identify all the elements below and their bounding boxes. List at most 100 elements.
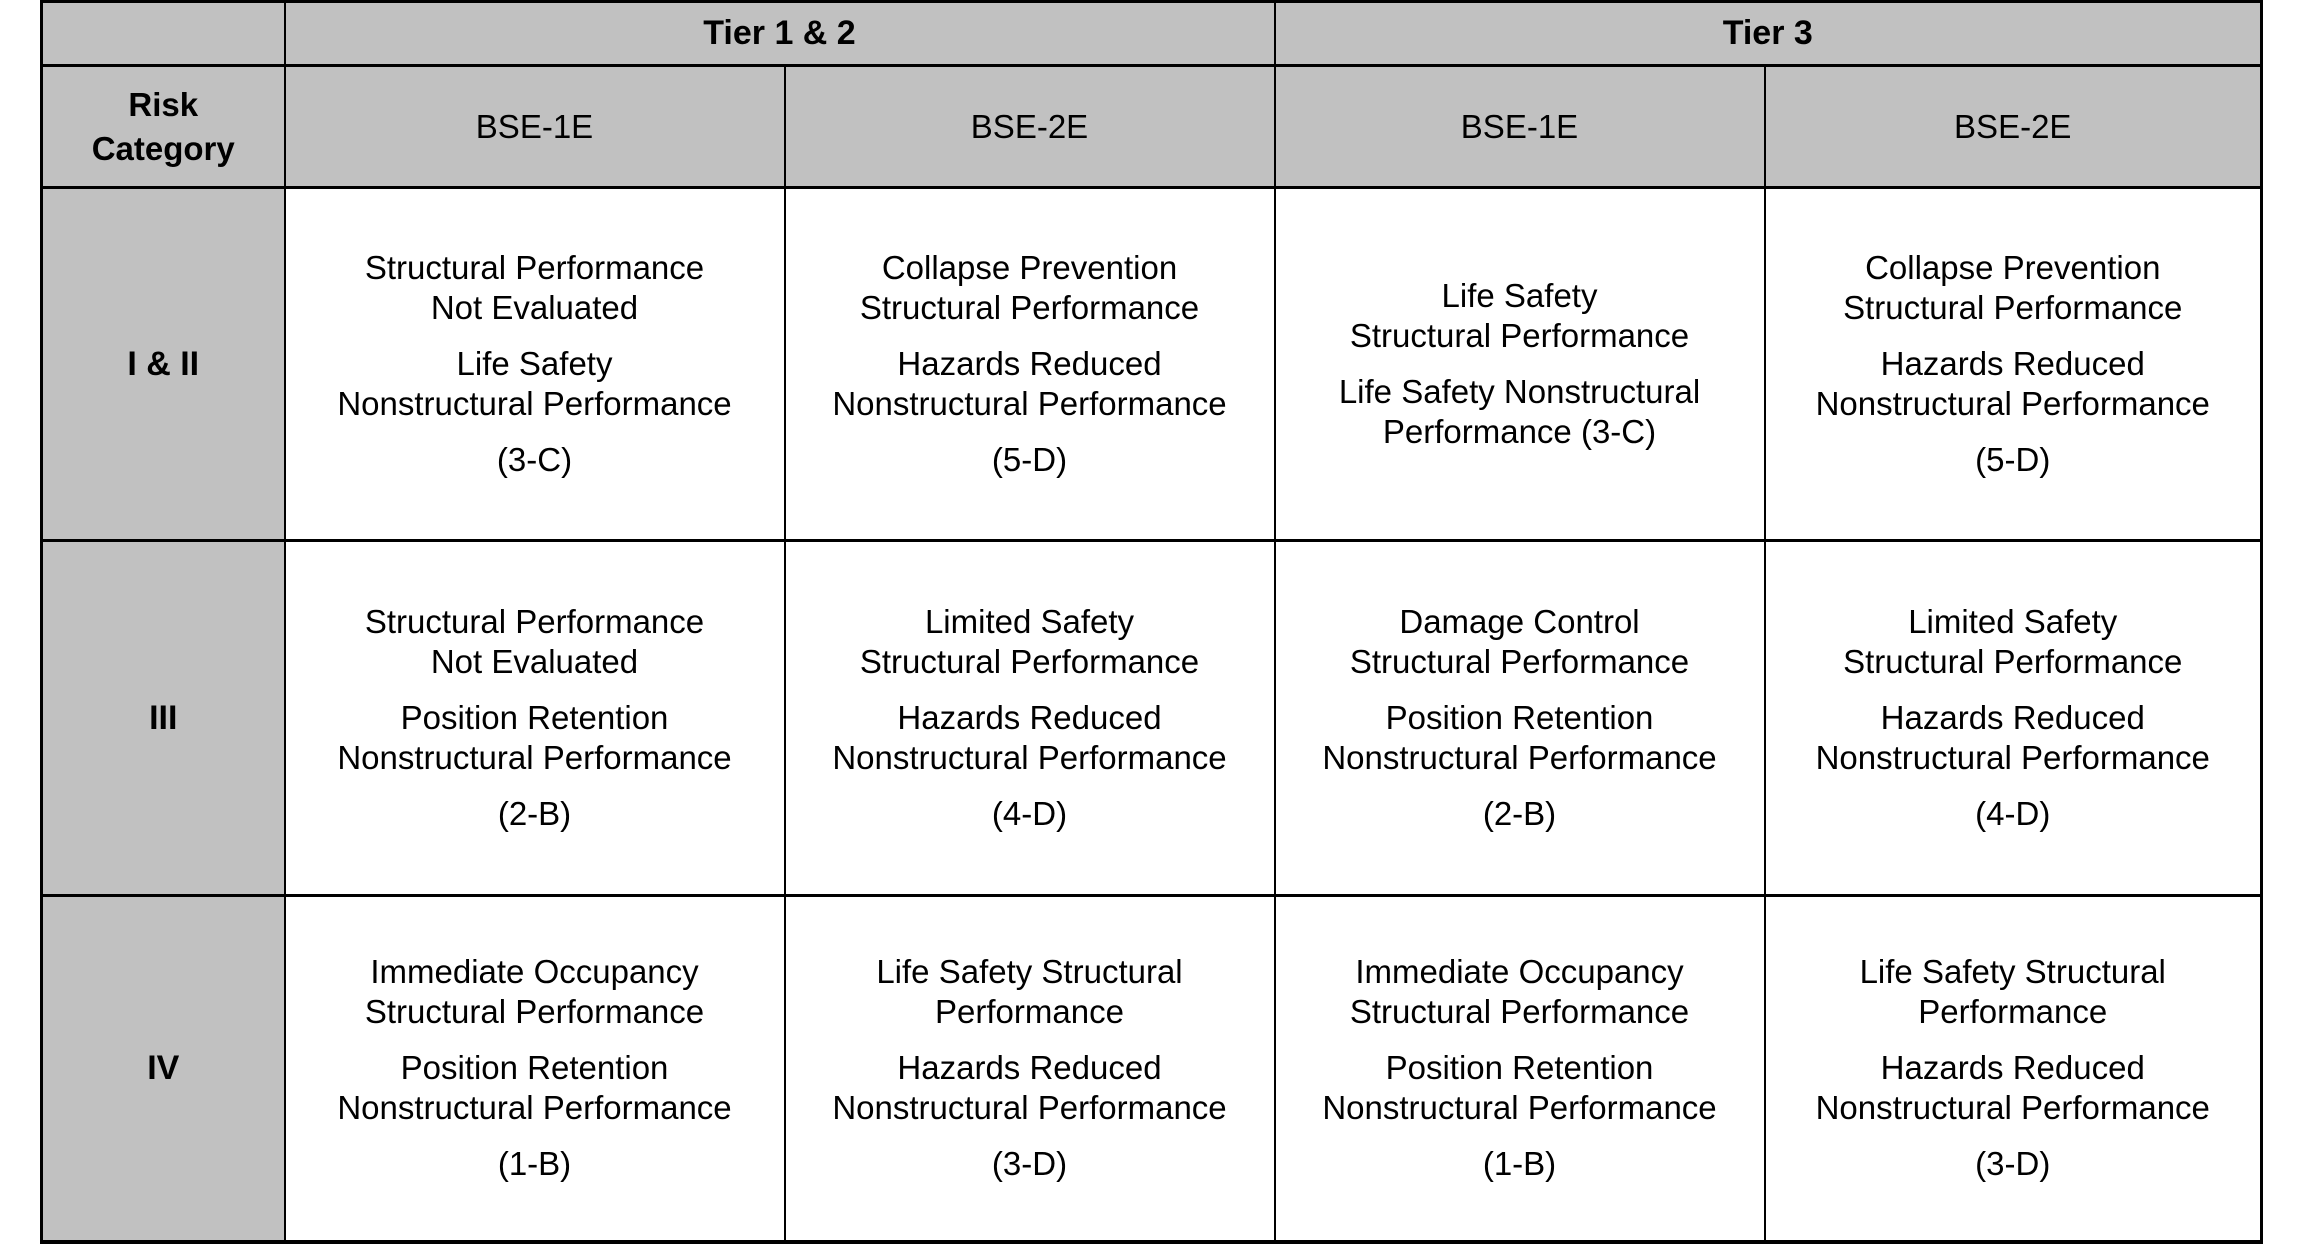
performance-objectives-table: Tier 1 & 2 Tier 3 Risk Category BSE-1E B… (40, 0, 2263, 1244)
objective-cell: Life Safety Structural Performance Life Sa… (1273, 186, 1766, 542)
objective-line: Hazards Reduced (1880, 345, 2145, 382)
objective-line: Performance (935, 993, 1124, 1031)
objective-line: Nonstructural Performance (337, 1089, 732, 1127)
objective-line: Performance (1918, 993, 2108, 1031)
objective-line: Life Safety Structural (1859, 953, 2166, 991)
objective-line: Hazards Reduced (1880, 699, 2145, 736)
objective-paragraph: Immediate Occupancy Structural Performanc… (1276, 952, 1764, 1032)
objective-line: (1-B) (1482, 1145, 1557, 1183)
objective-line: Nonstructural Performance (1322, 739, 1717, 776)
objective-line: (3-D) (1975, 1145, 2051, 1183)
objective-line: Hazards Reduced (897, 1049, 1162, 1087)
objective-paragraph: Position Retention Nonstructural Performa… (286, 698, 784, 778)
objective-line: Hazards Reduced (897, 345, 1162, 382)
hazard-level-header-t12-bse1e: BSE-1E (283, 64, 786, 189)
objective-line: (4-D) (1975, 795, 2051, 832)
objective-line: Performance (3-C) (1382, 413, 1657, 450)
objective-paragraph: Limited Safety Structural Performance (1766, 602, 2261, 682)
objective-line: Not Evaluated (430, 643, 639, 680)
objective-line: (2-B) (1482, 795, 1557, 832)
objective-paragraph: Hazards Reduced Nonstructural Performance (786, 344, 1274, 424)
objective-paragraph: (2-B) (286, 794, 784, 834)
objective-line: Position Retention (400, 1049, 669, 1087)
objective-paragraph: Position Retention Nonstructural Performa… (1276, 698, 1764, 778)
objective-paragraph: Life Safety Nonstructural Performance (286, 344, 784, 424)
tier-group-header-tier-3: Tier 3 (1273, 0, 2263, 67)
objective-paragraph: (4-D) (786, 794, 1274, 834)
objective-line: Nonstructural Performance (337, 739, 732, 776)
objective-cell: Immediate Occupancy Structural Performanc… (1273, 894, 1766, 1243)
objective-paragraph: (3-C) (286, 440, 784, 480)
objective-line: Structural Performance (1843, 643, 2183, 680)
objective-paragraph: Hazards Reduced Nonstructural Performance (786, 698, 1274, 778)
objective-cell: Life Safety Structural Performance Hazards… (1763, 894, 2263, 1243)
objective-paragraph: Structural Performance Not Evaluated (286, 602, 784, 682)
table-row: III Structural Performance Not Evaluated Po… (40, 539, 2263, 897)
tier-group-header-tier-1-2: Tier 1 & 2 (283, 0, 1276, 67)
hazard-level-header-t3-bse2e: BSE-2E (1763, 64, 2263, 189)
objective-line: Structural Performance (364, 603, 705, 640)
objective-paragraph: (3-D) (786, 1144, 1274, 1184)
risk-category-cell: IV (40, 894, 286, 1243)
objective-paragraph: Hazards Reduced Nonstructural Performance (1766, 698, 2261, 778)
objective-line: Hazards Reduced (1880, 1049, 2145, 1087)
objective-line: (3-D) (991, 1145, 1068, 1183)
risk-category-cell: I & II (40, 186, 286, 542)
objective-paragraph: (1-B) (1276, 1144, 1764, 1184)
objective-line: (2-B) (497, 795, 572, 832)
tier-header-row: Tier 1 & 2 Tier 3 (40, 0, 2263, 67)
objective-line: (5-D) (991, 441, 1068, 478)
risk-category-cell: III (40, 539, 286, 897)
objective-line: Nonstructural Performance (832, 739, 1227, 776)
objective-paragraph: (3-D) (1766, 1144, 2261, 1184)
objective-line: (1-B) (497, 1145, 572, 1183)
objective-line: Nonstructural Performance (337, 385, 732, 422)
objective-line: Limited Safety (924, 603, 1135, 640)
objective-line: Immediate Occupancy (370, 953, 699, 991)
objective-paragraph: Collapse Prevention Structural Performanc… (786, 248, 1274, 328)
objective-cell: Collapse Prevention Structural Performanc… (1763, 186, 2263, 542)
objective-cell: Collapse Prevention Structural Performanc… (783, 186, 1276, 542)
objective-paragraph: Life Safety Structural Performance (1766, 952, 2261, 1032)
objective-line: Immediate Occupancy (1355, 953, 1684, 991)
objective-paragraph: (2-B) (1276, 794, 1764, 834)
objective-paragraph: Limited Safety Structural Performance (786, 602, 1274, 682)
objective-paragraph: (4-D) (1766, 794, 2261, 834)
objective-line: Structural Performance (1843, 289, 2183, 326)
objective-line: Structural Performance (364, 249, 705, 286)
objective-paragraph: Structural Performance Not Evaluated (286, 248, 784, 328)
objective-line: Collapse Prevention (1865, 249, 2161, 286)
objective-paragraph: Position Retention Nonstructural Performa… (1276, 1048, 1764, 1128)
objective-line: (5-D) (1975, 441, 2051, 478)
objective-cell: Limited Safety Structural Performance Haza… (783, 539, 1276, 897)
objective-line: Nonstructural Performance (1322, 1089, 1717, 1127)
objective-cell: Limited Safety Structural Performance Haza… (1763, 539, 2263, 897)
objective-paragraph: Hazards Reduced Nonstructural Performance (1766, 1048, 2261, 1128)
objective-line: (3-C) (496, 441, 573, 478)
objective-paragraph: Hazards Reduced Nonstructural Performance (1766, 344, 2261, 424)
objective-cell: Immediate Occupancy Structural Performanc… (283, 894, 786, 1243)
objective-line: Structural Performance (1349, 993, 1690, 1031)
objective-line: Structural Performance (859, 643, 1200, 680)
objective-line: Life Safety Structural (876, 953, 1183, 991)
objective-line: Nonstructural Performance (832, 1089, 1227, 1127)
objective-paragraph: Damage Control Structural Performance (1276, 602, 1764, 682)
objective-paragraph: (1-B) (286, 1144, 784, 1184)
objective-line: Collapse Prevention (881, 249, 1178, 286)
corner-cell (40, 0, 286, 67)
table-body: I & II Structural Performance Not Evaluate… (40, 186, 2263, 1243)
objective-paragraph: (5-D) (786, 440, 1274, 480)
objective-paragraph: Life Safety Structural Performance (1276, 276, 1764, 356)
objective-line: Structural Performance (1349, 317, 1690, 354)
objective-line: Position Retention (400, 699, 669, 736)
objective-line: Nonstructural Performance (1815, 1089, 2210, 1127)
objective-cell: Life Safety Structural Performance Hazards… (783, 894, 1276, 1243)
objective-paragraph: (5-D) (1766, 440, 2261, 480)
hazard-level-header-t12-bse2e: BSE-2E (783, 64, 1276, 189)
table-row: I & II Structural Performance Not Evaluate… (40, 186, 2263, 542)
objective-paragraph: Collapse Prevention Structural Performanc… (1766, 248, 2261, 328)
objective-line: Nonstructural Performance (832, 385, 1227, 422)
objective-line: (4-D) (991, 795, 1068, 832)
objective-line: Damage Control (1399, 603, 1640, 640)
objective-line: Life Safety Nonstructural (1338, 373, 1701, 410)
